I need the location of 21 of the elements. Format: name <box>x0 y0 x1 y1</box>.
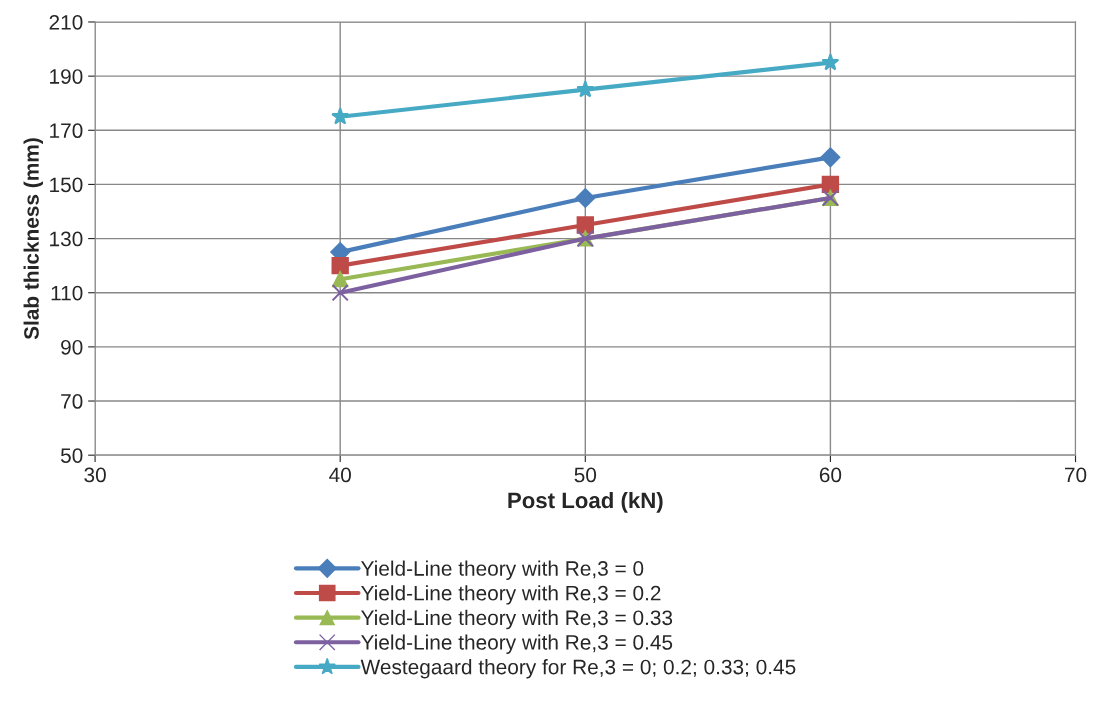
legend-label: Yield-Line theory with Re,3 = 0 <box>361 560 644 580</box>
y-tick-label: 70 <box>61 394 83 409</box>
y-tick-label: 210 <box>49 14 83 30</box>
y-tick-label: 50 <box>60 448 83 463</box>
x-tick-label: 50 <box>574 467 597 483</box>
y-axis-title: Slab thickness (mm) <box>23 138 43 340</box>
legend-label: Yield-Line theory with Re,3 = 0.2 <box>361 585 661 605</box>
x-tick-label: 30 <box>84 467 106 483</box>
y-tick-label: 110 <box>51 285 83 301</box>
y-tick-label: 90 <box>61 339 83 355</box>
y-tick-label: 190 <box>50 69 83 84</box>
y-tick-label: 130 <box>50 231 83 247</box>
legend-label: Westegaard theory for Re,3 = 0; 0.2; 0.33; 0.45 <box>360 659 796 679</box>
x-axis-title: Post Load (kN) <box>508 491 663 513</box>
y-tick-label: 170 <box>50 123 83 139</box>
x-tick-label: 70 <box>1064 467 1087 483</box>
y-tick-label: 150 <box>50 177 83 193</box>
legend-label: Yield-Line theory with Re,3 = 0.33 <box>361 609 673 630</box>
x-tick-label: 60 <box>819 467 842 483</box>
legend-label: Yield-Line theory with Re,3 = 0.45 <box>361 634 673 654</box>
x-tick-label: 40 <box>329 467 351 483</box>
